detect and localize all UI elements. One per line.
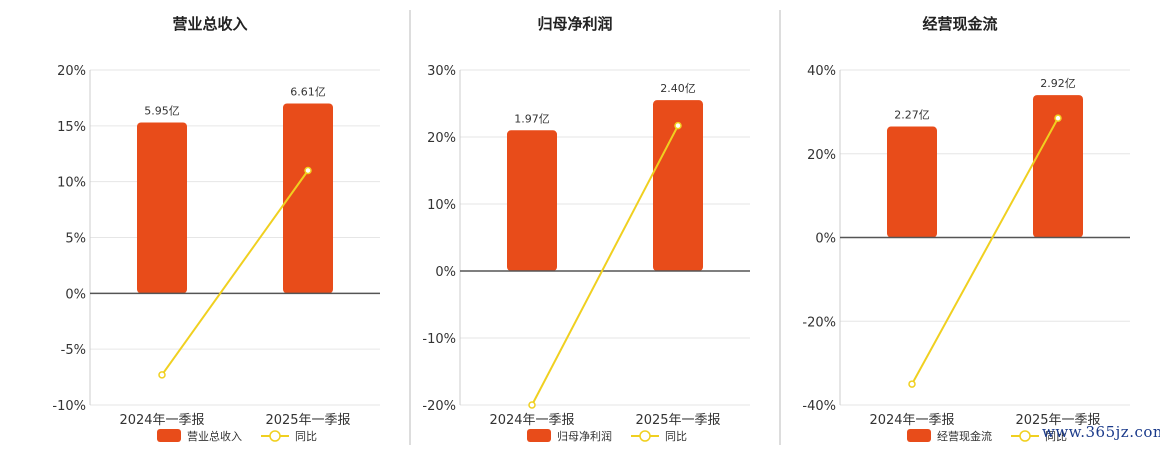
bar-data-label: 5.95亿: [144, 104, 180, 117]
yoy-point-1: [908, 380, 916, 388]
legend-label-line: 同比: [1045, 430, 1067, 443]
y-tick-label: -40%: [802, 399, 836, 414]
y-tick-label: 0%: [815, 232, 836, 247]
bar-data-label: 6.61亿: [290, 86, 326, 99]
x-tick-label: 2025年一季报: [265, 413, 350, 428]
y-tick-label: 0%: [65, 287, 86, 302]
legend-label-line: 同比: [295, 430, 317, 443]
bar-data-label: 2.27亿: [894, 109, 930, 122]
bar-2: [283, 103, 333, 294]
y-tick-label: 5%: [65, 232, 86, 247]
y-tick-label: -10%: [52, 399, 86, 414]
legend-swatch-marker: [269, 430, 281, 442]
legend-swatch-bar: [907, 429, 931, 442]
y-tick-label: 30%: [427, 64, 456, 79]
y-tick-label: 10%: [427, 198, 456, 213]
y-tick-label: -10%: [422, 332, 456, 347]
legend-label-bar: 经营现金流: [937, 429, 992, 443]
y-tick-label: 20%: [57, 64, 86, 79]
bar-1: [137, 122, 187, 294]
y-tick-label: -5%: [61, 343, 86, 358]
yoy-line: [161, 169, 309, 376]
legend-swatch-marker: [639, 430, 651, 442]
y-tick-label: 40%: [807, 64, 836, 79]
chart-title-1: 营业总收入: [172, 15, 247, 33]
yoy-line: [531, 125, 679, 406]
yoy-point-1: [528, 401, 536, 409]
legend-label-line: 同比: [665, 430, 687, 443]
legend-swatch-bar: [527, 429, 551, 442]
y-tick-label: 15%: [57, 120, 86, 135]
watermark-text: www.365jz.com: [1042, 423, 1160, 441]
y-tick-label: -20%: [422, 399, 456, 414]
x-tick-label: 2024年一季报: [119, 413, 204, 428]
chart-title-3: 经营现金流: [922, 15, 997, 33]
legend-swatch-marker: [1019, 430, 1031, 442]
x-tick-label: 2025年一季报: [635, 413, 720, 428]
bar-data-label: 1.97亿: [514, 112, 550, 125]
bar-2: [1033, 95, 1083, 238]
yoy-point-2: [674, 121, 682, 130]
y-tick-label: 20%: [427, 131, 456, 146]
yoy-point-2: [304, 166, 312, 175]
bar-1: [887, 126, 937, 238]
x-tick-label: 2024年一季报: [869, 413, 954, 428]
x-tick-label: 2025年一季报: [1015, 413, 1100, 428]
yoy-point-1: [158, 371, 166, 379]
legend-swatch-bar: [157, 429, 181, 442]
bar-data-label: 2.92亿: [1040, 77, 1076, 90]
legend-label-bar: 归母净利润: [557, 429, 612, 443]
x-tick-label: 2024年一季报: [489, 413, 574, 428]
y-tick-label: 10%: [57, 176, 86, 191]
y-tick-label: -20%: [802, 315, 836, 330]
yoy-line: [911, 117, 1059, 385]
y-tick-label: 20%: [807, 148, 836, 163]
chart-title-2: 归母净利润: [537, 15, 612, 33]
y-tick-label: 0%: [435, 265, 456, 280]
bar-1: [507, 130, 557, 271]
bar-2: [653, 100, 703, 272]
legend-label-bar: 营业总收入: [187, 429, 242, 443]
yoy-point-2: [1054, 114, 1062, 122]
bar-data-label: 2.40亿: [660, 82, 696, 95]
